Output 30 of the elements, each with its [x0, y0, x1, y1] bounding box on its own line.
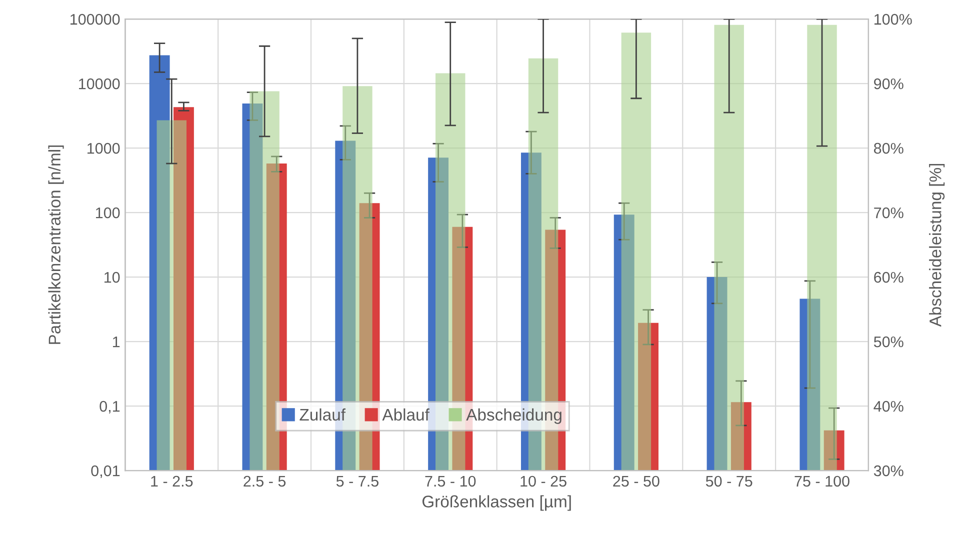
legend-label: Ablauf	[382, 408, 430, 421]
y-tick-label: 1	[112, 336, 120, 348]
x-tick-label: 10 - 25	[520, 476, 566, 487]
x-tick-label: 25 - 50	[613, 476, 660, 487]
legend-label: Zulauf	[300, 408, 346, 421]
x-axis-title: Größenklassen [µm]	[422, 495, 571, 511]
y2-tick-label: 80%	[874, 142, 904, 154]
x-tick-label: 7.5 - 10	[425, 476, 476, 487]
y-tick-label: 1000	[88, 142, 120, 154]
y-tick-label: 100000	[70, 14, 120, 25]
x-tick-label: 50 - 75	[706, 476, 752, 487]
x-tick-label: 2.5 - 5	[244, 476, 286, 487]
y-axis-title: Partikelkonzentration [n/ml]	[48, 145, 64, 344]
y2-axis-title: Abscheideleistung [%]	[929, 164, 945, 327]
x-tick-label: 75 - 100	[794, 476, 850, 487]
y-tick-label: 10	[104, 272, 120, 283]
y-tick-label: 10000	[79, 78, 120, 90]
legend-label: Abscheidung	[466, 408, 562, 424]
y2-tick-label: 60%	[874, 272, 904, 283]
y-tick-label: 0,1	[100, 400, 120, 414]
y2-tick-label: 30%	[874, 465, 904, 476]
y2-tick-label: 70%	[874, 207, 904, 218]
y2-tick-label: 90%	[874, 78, 904, 90]
x-tick-label: 5 - 7.5	[336, 476, 378, 487]
y-tick-label: 100	[96, 207, 120, 218]
y-tick-label: 0,01	[91, 465, 120, 478]
x-tick-label: 1 - 2.5	[151, 476, 193, 487]
y2-tick-label: 40%	[874, 400, 904, 412]
y2-tick-label: 50%	[874, 336, 904, 348]
y2-tick-label: 100%	[874, 14, 912, 25]
